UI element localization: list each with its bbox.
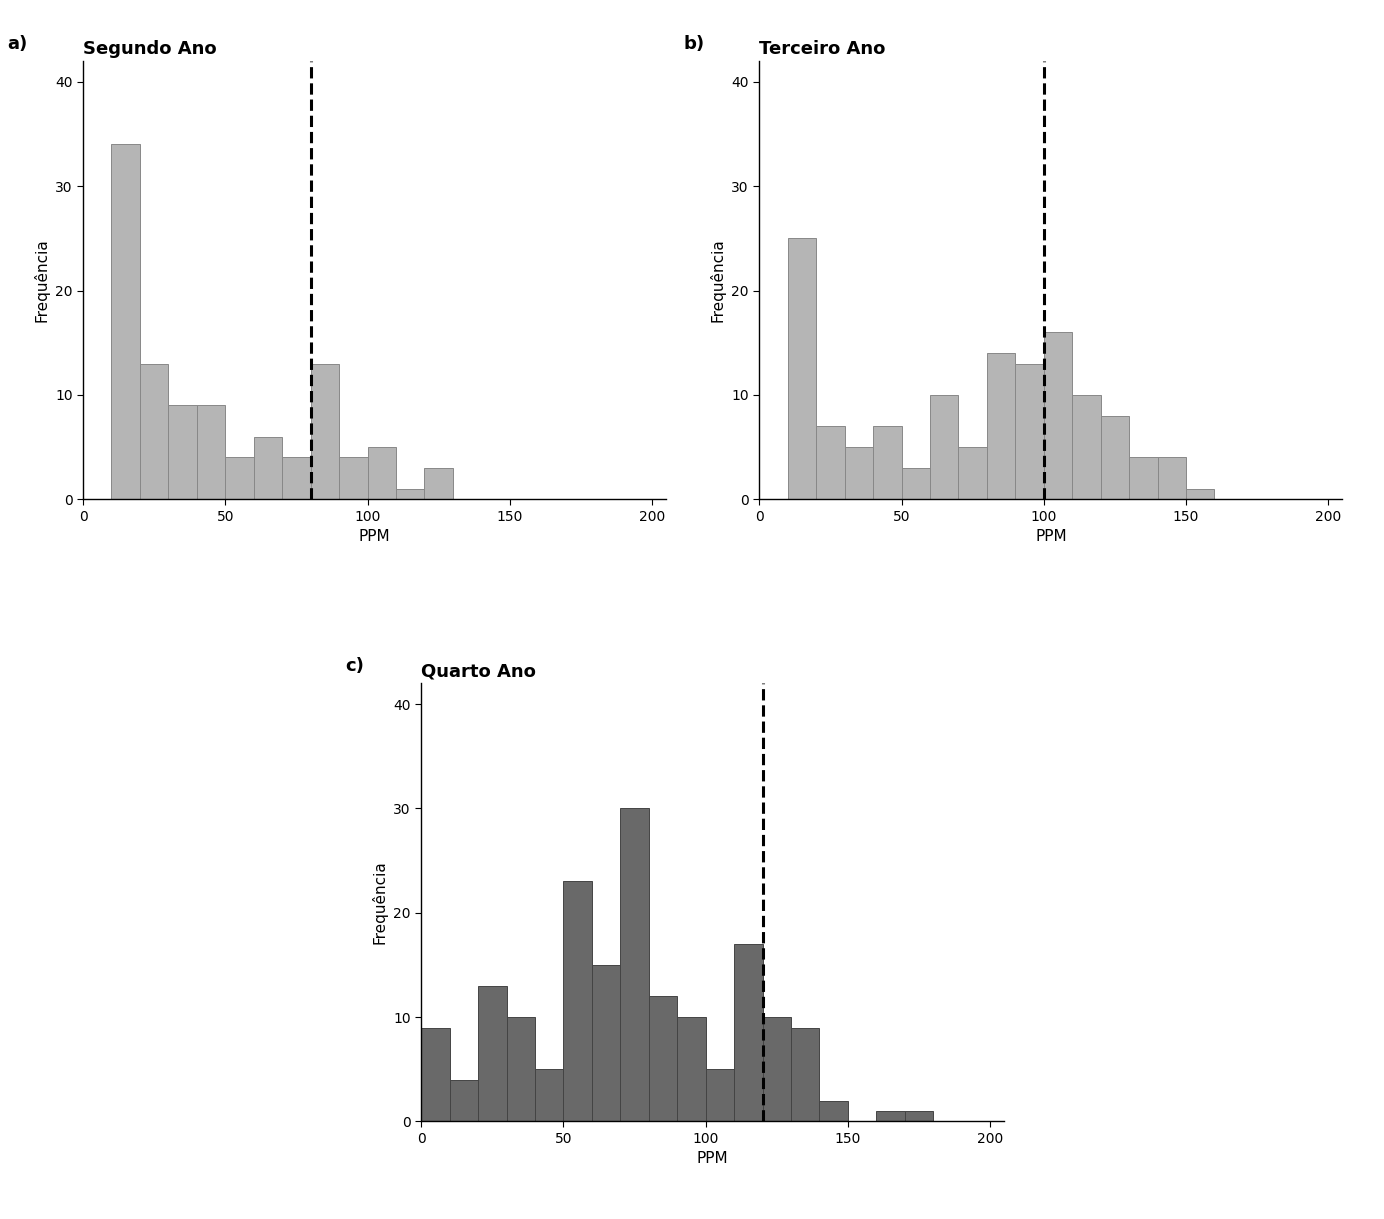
Bar: [253, 436, 282, 500]
Bar: [1044, 333, 1073, 500]
Bar: [787, 239, 817, 500]
Bar: [763, 1017, 792, 1121]
Bar: [1100, 416, 1129, 500]
Bar: [817, 427, 844, 500]
Bar: [425, 468, 453, 500]
Text: Segundo Ano: Segundo Ano: [83, 40, 217, 59]
Bar: [592, 965, 620, 1121]
Y-axis label: Frequência: Frequência: [710, 238, 725, 322]
Bar: [844, 447, 873, 500]
X-axis label: PPM: PPM: [1035, 529, 1067, 544]
Bar: [563, 881, 592, 1121]
Bar: [930, 395, 959, 500]
Y-axis label: Frequência: Frequência: [371, 861, 388, 945]
Bar: [819, 1101, 848, 1121]
Bar: [1129, 457, 1157, 500]
Bar: [876, 1111, 905, 1121]
Bar: [140, 363, 169, 500]
Bar: [1157, 457, 1186, 500]
Bar: [536, 1069, 563, 1121]
Bar: [734, 944, 763, 1121]
Bar: [1186, 489, 1215, 500]
Bar: [450, 1080, 477, 1121]
Bar: [169, 405, 197, 500]
Text: Quarto Ano: Quarto Ano: [421, 662, 536, 680]
Bar: [1016, 363, 1044, 500]
Bar: [421, 1028, 450, 1121]
Bar: [987, 354, 1016, 500]
Bar: [226, 457, 253, 500]
Bar: [1073, 395, 1100, 500]
X-axis label: PPM: PPM: [358, 529, 390, 544]
Text: a): a): [7, 34, 28, 52]
X-axis label: PPM: PPM: [698, 1152, 728, 1167]
Bar: [873, 427, 901, 500]
Bar: [339, 457, 368, 500]
Bar: [197, 405, 226, 500]
Bar: [959, 447, 987, 500]
Bar: [112, 144, 140, 500]
Bar: [396, 489, 425, 500]
Bar: [477, 986, 507, 1121]
Bar: [507, 1017, 536, 1121]
Text: c): c): [346, 657, 364, 675]
Bar: [368, 447, 396, 500]
Y-axis label: Frequência: Frequência: [33, 238, 50, 322]
Bar: [677, 1017, 706, 1121]
Bar: [792, 1028, 819, 1121]
Bar: [282, 457, 310, 500]
Bar: [706, 1069, 734, 1121]
Text: b): b): [684, 34, 704, 52]
Bar: [905, 1111, 933, 1121]
Bar: [649, 996, 677, 1121]
Bar: [310, 363, 339, 500]
Bar: [901, 468, 930, 500]
Text: Terceiro Ano: Terceiro Ano: [760, 40, 886, 59]
Bar: [620, 808, 649, 1121]
